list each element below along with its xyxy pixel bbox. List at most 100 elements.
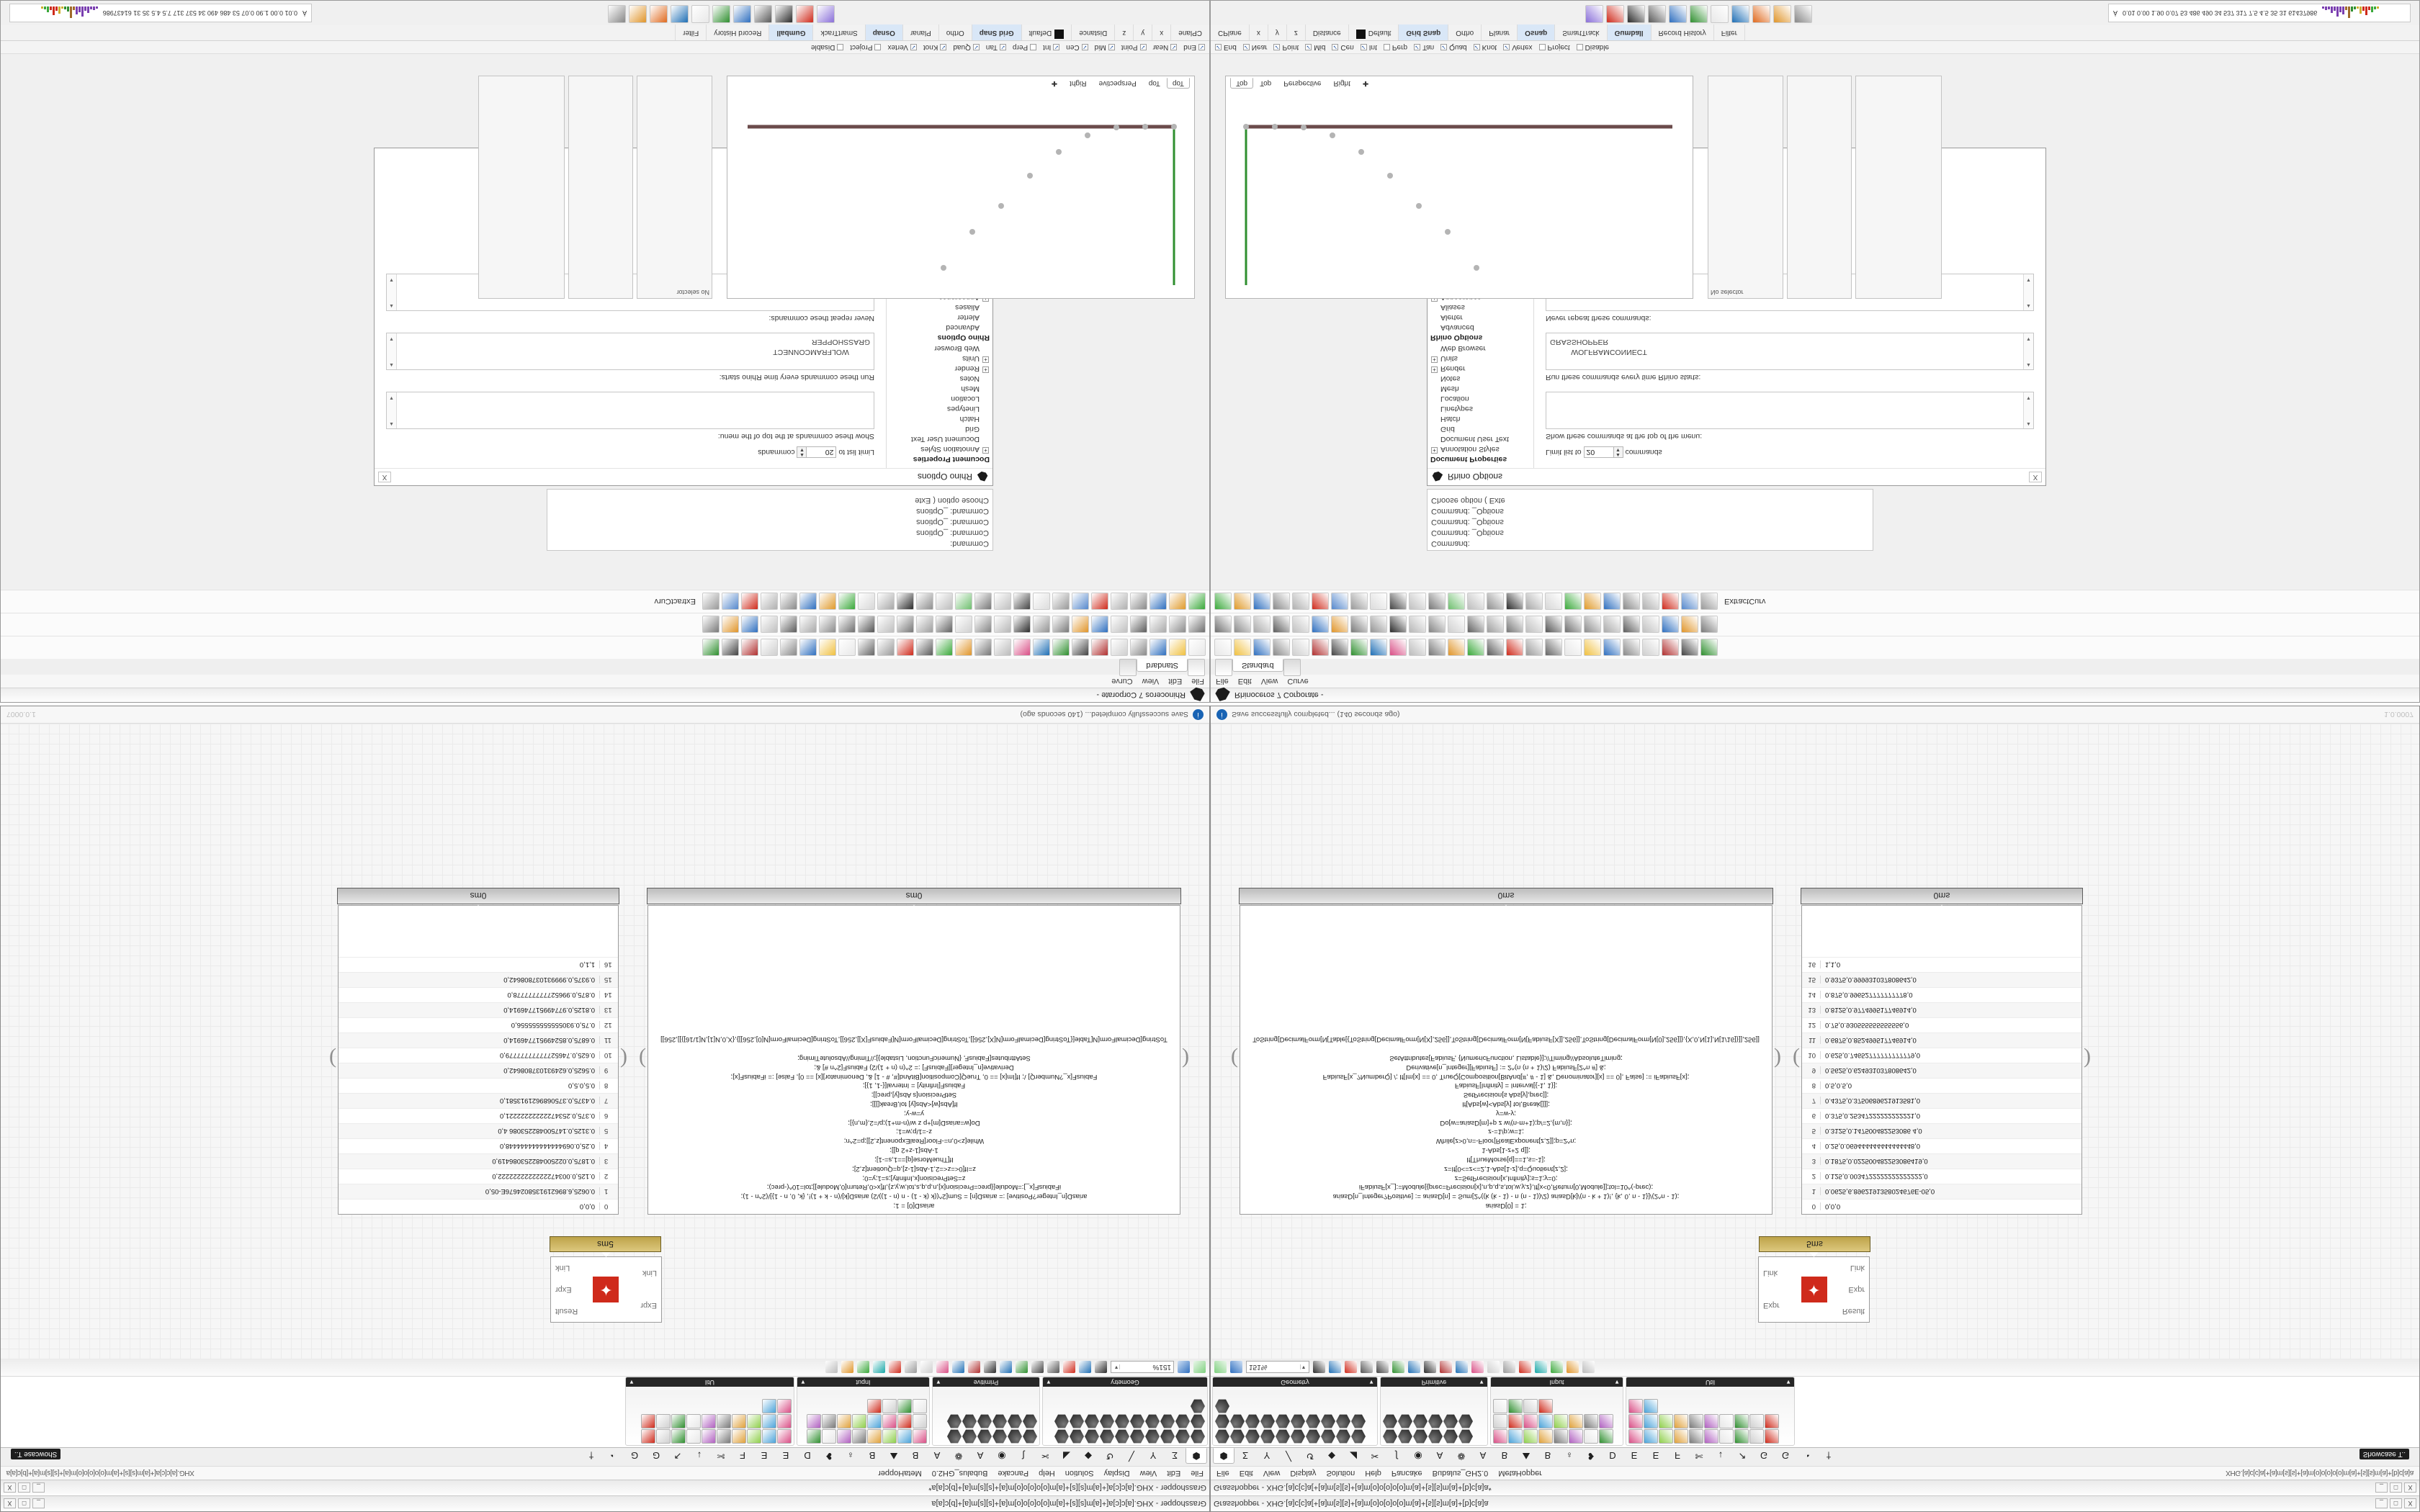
osnap-disable-checkbox[interactable] [837,44,844,50]
ribbon-icon-input-6[interactable] [822,1429,836,1444]
publish-icon[interactable] [1392,1361,1404,1374]
preview-orange-icon[interactable] [1567,1361,1579,1374]
ribbon-icon-input-19[interactable] [867,1399,882,1413]
ribbon-icon-geometry-13[interactable] [1145,1414,1160,1428]
rhino-toolbar-icon-0-14[interactable] [916,639,933,657]
rhino-toolbar-icon-0-18[interactable] [838,639,856,657]
camera-icon[interactable] [1794,5,1812,24]
ribbon-icon-util-0[interactable] [777,1429,792,1444]
tree-doc-units[interactable]: + Units [887,354,990,364]
gh-category-tab-24[interactable]: ↗ [673,1451,682,1462]
rhino-toolbar-icon-0-0[interactable] [1214,639,1232,657]
rhino-toolbar-icon-0-9[interactable] [1389,639,1407,657]
preview-teal-icon[interactable] [1535,1361,1547,1374]
rhino-toolbar-icon-0-12[interactable] [1448,639,1465,657]
limit-list-value[interactable]: 20 [1583,446,1614,458]
rhino-toolbar-icon-0-13[interactable] [1467,639,1484,657]
ribbon-icon-geometry-5[interactable] [1291,1429,1305,1444]
zoom-chevron-down-icon[interactable]: ▼ [1300,1364,1307,1370]
osnap-cen[interactable]: ✓ Cen [1332,43,1354,51]
rhino-toolbar-icon-1-17[interactable] [1545,616,1562,634]
tree-expand-icon[interactable]: + [1431,366,1438,373]
ribbon-group-label-input[interactable]: Input ▼ [797,1377,929,1387]
osnap-near[interactable]: ✓ Near [1153,43,1178,51]
display-icon[interactable] [712,5,730,24]
ribbon-icon-util-13[interactable] [1674,1414,1688,1428]
rhino-toolbar-icon-1-10[interactable] [1409,616,1426,634]
inkscape-icon[interactable] [775,5,793,24]
code-panel[interactable]: ( ) ariasD[0] = 1; ariasD[n_Integer?Posi… [1231,888,1781,1215]
status-grid-snap[interactable]: Grid Snap [971,24,1021,41]
show-top-scrollbar[interactable]: ▲ ▼ [387,392,397,428]
ribbon-icon-primitive-0[interactable] [1383,1429,1397,1444]
rhino-toolbar-icon-0-10[interactable] [994,639,1011,657]
profiler-icon[interactable] [1361,1361,1373,1374]
viewport-add-icon[interactable]: ✚ [1051,79,1058,87]
rhino-layer-panel[interactable] [1787,76,1852,299]
tree-doc-grid[interactable]: Grid [1430,424,1533,434]
ribbon-icon-geometry-4[interactable] [1130,1429,1144,1444]
rhino-toolbar-icon-2-23[interactable] [741,593,758,611]
ribbon-icon-util-4[interactable] [717,1429,731,1444]
gh-menu-metahopper[interactable]: MetaHopper [1498,1469,1542,1477]
gh-category-tab-28[interactable]: † [1826,1450,1832,1462]
code-panel-grip-right[interactable]: ) [639,1048,646,1071]
viewport-tab-1[interactable]: Top [1148,79,1160,87]
ribbon-icon-geometry-0[interactable] [1215,1429,1229,1444]
osnap-point[interactable]: ✓ Point [1273,43,1299,51]
osnap-vertex[interactable]: ✓ Vertex [887,43,917,51]
code-panel[interactable]: ( ) ariasD[0] = 1; ariasD[n_Integer?Posi… [639,888,1189,1215]
rhino-viewport[interactable]: Top Top Perspective Right ✚ [1225,76,1693,299]
ribbon-group-chevron-down-icon[interactable]: ▼ [1368,1379,1374,1385]
ribbon-icon-input-10[interactable] [882,1414,897,1428]
ribbon-icon-geometry-2[interactable] [1245,1429,1260,1444]
rhino-toolbar-icon-0-24[interactable] [722,639,739,657]
ribbon-icon-util-1[interactable] [1644,1429,1658,1444]
ribbon-icon-input-13[interactable] [1569,1414,1583,1428]
ribbon-icon-input-12[interactable] [1554,1414,1568,1428]
status-ortho[interactable]: Ortho [938,24,972,41]
gh-category-tab-5[interactable]: ◆ [1328,1451,1335,1462]
gh-menu-file[interactable]: File [1216,1469,1229,1477]
ribbon-icon-input-7[interactable] [807,1429,821,1444]
ribbon-icon-input-17[interactable] [1508,1399,1523,1413]
osnap-point-checkbox[interactable]: ✓ [1273,44,1281,50]
firefox-icon[interactable] [650,5,668,24]
rhino-toolbar-icon-0-6[interactable] [1072,639,1089,657]
rhino-toolbar-icon-0-11[interactable] [974,639,992,657]
rhino-toolbar-icon-1-6[interactable] [1072,616,1089,634]
status-gumball[interactable]: Gumball [1607,24,1652,41]
ribbon-icon-input-17[interactable] [897,1399,912,1413]
rhino-toolbar-icon-2-0[interactable] [1188,593,1206,611]
ribbon-icon-util-3[interactable] [1674,1429,1688,1444]
rhino-toolbar-icon-1-18[interactable] [838,616,856,634]
gh-menu-pancake[interactable]: Pancake [998,1469,1029,1477]
gh-menu-solution[interactable]: Solution [1065,1469,1094,1477]
ribbon-icon-input-11[interactable] [867,1414,882,1428]
ribbon-icon-primitive-10[interactable] [962,1414,977,1428]
gh-category-tab-9[interactable]: ◉ [1414,1451,1422,1462]
component-input-link[interactable]: Link [642,1269,657,1278]
ribbon-icon-input-16[interactable] [913,1399,927,1413]
status-z[interactable]: z [1286,24,1306,41]
ribbon-icon-geometry-8[interactable] [1336,1429,1350,1444]
rhino-toolbar-icon-1-19[interactable] [1584,616,1601,634]
maximize-button[interactable]: □ [2390,1482,2402,1493]
tree-opt-aliases[interactable]: Aliases [1430,302,1533,312]
osnap-quad[interactable]: ✓ Quad [953,43,980,51]
rhino-toolbar-icon-2-21[interactable] [1623,593,1640,611]
never-repeat-scrollbar[interactable]: ▲ ▼ [2023,274,2033,310]
ribbon-icon-input-0[interactable] [913,1429,927,1444]
status-planar[interactable]: Planar [902,24,938,41]
gh-category-tab-0[interactable]: ⬢ [1186,1448,1207,1464]
rhino-toolbar-icon-0-6[interactable] [1331,639,1348,657]
rhino-toolbar-icon-1-2[interactable] [1253,616,1270,634]
show-top-scrollbar[interactable]: ▲ ▼ [2023,392,2033,428]
tree-opt-alerter[interactable]: Alerter [887,312,990,323]
ribbon-icon-util-20[interactable] [777,1399,792,1413]
display-icon[interactable] [1690,5,1708,24]
rhino-menu-view[interactable]: View [1260,677,1278,685]
ribbon-icon-primitive-5[interactable] [947,1429,962,1444]
preview-eye-icon[interactable] [1329,1361,1341,1374]
rhino-toolbar-icon-0-10[interactable] [1409,639,1426,657]
